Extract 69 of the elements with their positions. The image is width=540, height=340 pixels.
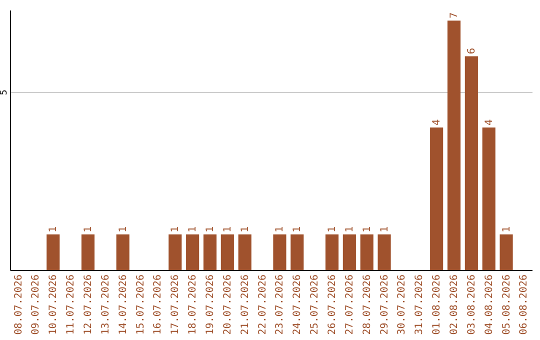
data-label: 1	[379, 226, 390, 232]
bar	[500, 234, 513, 270]
data-label: 1	[501, 226, 512, 232]
bar	[46, 234, 60, 270]
bar	[447, 20, 461, 270]
x-tick-label: 08.07.2026	[13, 274, 24, 335]
bar	[360, 234, 374, 270]
bar	[273, 234, 286, 270]
bar	[168, 234, 182, 270]
x-tick-label: 04.08.2026	[484, 274, 495, 335]
bar	[203, 234, 217, 270]
bar	[290, 234, 304, 270]
data-label: 1	[344, 226, 356, 232]
x-tick-label: 03.08.2026	[466, 274, 478, 335]
data-label: 4	[432, 119, 443, 126]
x-tick-label: 05.08.2026	[501, 274, 512, 335]
x-tick-label: 28.07.2026	[362, 274, 373, 335]
x-tick-label: 15.07.2026	[135, 274, 146, 335]
y-tick-label: 5	[0, 90, 10, 96]
x-tick-label: 24.07.2026	[292, 274, 304, 335]
bar	[325, 234, 339, 270]
data-label: 1	[188, 226, 199, 232]
data-label: 6	[466, 48, 478, 54]
bar	[220, 234, 234, 270]
x-tick-label: 29.07.2026	[379, 274, 390, 335]
data-label: 1	[222, 226, 234, 232]
x-tick-label: 31.07.2026	[414, 274, 426, 335]
x-tick-label: 22.07.2026	[257, 274, 268, 335]
x-tick-label: 13.07.2026	[100, 274, 112, 335]
x-tick-label: 30.07.2026	[396, 274, 408, 335]
data-label: 4	[484, 119, 495, 126]
bar	[238, 234, 252, 270]
x-tick-label: 16.07.2026	[152, 274, 164, 335]
x-tick-label: 23.07.2026	[274, 274, 286, 335]
data-label: 1	[118, 226, 129, 232]
x-tick-label: 02.08.2026	[449, 274, 460, 335]
bar	[464, 56, 478, 270]
data-label: 1	[240, 226, 251, 232]
data-label: 1	[48, 226, 60, 232]
x-tick-label: 12.07.2026	[82, 274, 94, 335]
x-tick-label: 19.07.2026	[205, 274, 216, 335]
data-label: 7	[449, 12, 460, 19]
bar	[186, 234, 200, 270]
bar	[81, 234, 95, 270]
bar	[342, 234, 356, 270]
x-tick-label: 11.07.2026	[66, 274, 77, 335]
data-label: 1	[170, 226, 182, 232]
bar	[116, 234, 130, 270]
x-tick-label: 01.08.2026	[432, 274, 443, 335]
x-tick-label: 21.07.2026	[240, 274, 251, 335]
x-tick-label: 26.07.2026	[327, 274, 338, 335]
x-tick-label: 20.07.2026	[222, 274, 234, 335]
x-tick-label: 25.07.2026	[310, 274, 321, 335]
x-tick-label: 06.08.2026	[518, 274, 530, 335]
x-tick-label: 10.07.2026	[48, 274, 60, 335]
bar	[430, 128, 444, 270]
data-label: 1	[82, 226, 94, 232]
x-tick-label: 27.07.2026	[344, 274, 356, 335]
x-tick-label: 09.07.2026	[30, 274, 42, 335]
data-label: 1	[274, 226, 286, 232]
x-tick-label: 14.07.2026	[118, 274, 129, 335]
x-tick-label: 18.07.2026	[188, 274, 199, 335]
data-label: 1	[205, 226, 216, 232]
data-label: 1	[327, 226, 338, 232]
data-label: 1	[292, 226, 304, 232]
bar	[378, 234, 391, 270]
x-tick-label: 17.07.2026	[170, 274, 182, 335]
bar	[482, 128, 496, 270]
data-label: 1	[362, 226, 373, 232]
